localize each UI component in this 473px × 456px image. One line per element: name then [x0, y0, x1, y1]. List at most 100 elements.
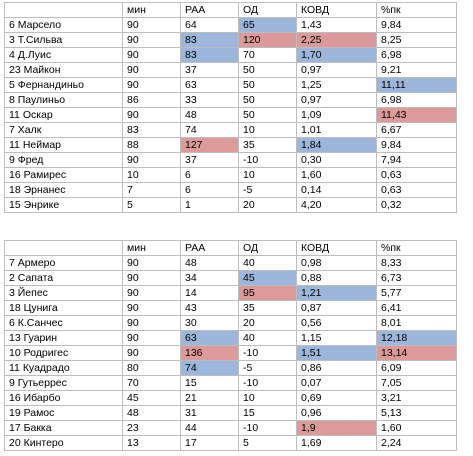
- table-row: 19 Рамос 48 31 15 0,96 5,13: [4, 405, 457, 421]
- raa-cell: 64: [180, 17, 239, 33]
- pk-cell: 0,63: [376, 167, 457, 183]
- od-cell: 70: [238, 47, 297, 63]
- pk-cell: 6,73: [376, 270, 457, 286]
- kovd-cell: 1,43: [296, 17, 377, 33]
- minutes-cell: 7: [122, 182, 181, 198]
- od-cell: 95: [238, 285, 297, 301]
- raa-cell: 74: [180, 122, 239, 138]
- pk-cell: 2,24: [376, 435, 457, 451]
- player-cell: 9 Гутьеррес: [4, 375, 123, 391]
- table-row: 23 Майкон 90 37 50 0,97 9,21: [4, 62, 457, 78]
- table-row: 8 Паулиньо 86 33 50 0,97 6,98: [4, 92, 457, 108]
- raa-cell: 15: [180, 375, 239, 391]
- player-cell: 13 Гуарин: [4, 330, 123, 346]
- minutes-cell: 80: [122, 360, 181, 376]
- column-header: РАА: [180, 240, 239, 256]
- kovd-cell: 1,60: [296, 167, 377, 183]
- pk-cell: 8,25: [376, 32, 457, 48]
- kovd-cell: 0,98: [296, 255, 377, 271]
- kovd-cell: 0,07: [296, 375, 377, 391]
- od-cell: -10: [238, 152, 297, 168]
- raa-cell: 6: [180, 182, 239, 198]
- table-header: мин РАА ОД КОВД %пк: [4, 2, 457, 18]
- kovd-cell: 1,21: [296, 285, 377, 301]
- player-cell: 19 Рамос: [4, 405, 123, 421]
- od-cell: 40: [238, 255, 297, 271]
- table-row: 7 Халк 83 74 10 1,01 6,67: [4, 122, 457, 138]
- player-cell: 16 Ибарбо: [4, 390, 123, 406]
- kovd-cell: 2,25: [296, 32, 377, 48]
- minutes-cell: 90: [122, 47, 181, 63]
- raa-cell: 136: [180, 345, 239, 361]
- player-cell: 11 Куадрадо: [4, 360, 123, 376]
- player-cell: 11 Оскар: [4, 107, 123, 123]
- header-row: мин РАА ОД КОВД %пк: [4, 2, 457, 18]
- minutes-cell: 45: [122, 390, 181, 406]
- kovd-cell: 1,51: [296, 345, 377, 361]
- od-cell: -10: [238, 375, 297, 391]
- raa-cell: 31: [180, 405, 239, 421]
- kovd-cell: 0,86: [296, 360, 377, 376]
- player-cell: 18 Цунига: [4, 300, 123, 316]
- column-header: КОВД: [296, 2, 377, 18]
- table-header: мин РАА ОД КОВД %пк: [4, 240, 457, 256]
- pk-cell: 1,60: [376, 420, 457, 436]
- kovd-cell: 0,87: [296, 300, 377, 316]
- raa-cell: 21: [180, 390, 239, 406]
- kovd-cell: 1,01: [296, 122, 377, 138]
- column-header: КОВД: [296, 240, 377, 256]
- od-cell: 10: [238, 390, 297, 406]
- kovd-cell: 0,14: [296, 182, 377, 198]
- raa-cell: 48: [180, 255, 239, 271]
- player-cell: 7 Халк: [4, 122, 123, 138]
- table-row: 3 Йепес 90 14 95 1,21 5,77: [4, 285, 457, 301]
- player-cell: 10 Родригес: [4, 345, 123, 361]
- column-header: мин: [122, 2, 181, 18]
- pk-cell: 12,18: [376, 330, 457, 346]
- column-header: РАА: [180, 2, 239, 18]
- table-row: 18 Цунига 90 43 35 0,87 6,41: [4, 300, 457, 316]
- pk-cell: 5,13: [376, 405, 457, 421]
- player-cell: 3 Т.Сильва: [4, 32, 123, 48]
- od-cell: 50: [238, 77, 297, 93]
- minutes-cell: 90: [122, 315, 181, 331]
- kovd-cell: 0,96: [296, 405, 377, 421]
- pk-cell: 8,01: [376, 315, 457, 331]
- raa-cell: 37: [180, 62, 239, 78]
- player-cell: 11 Неймар: [4, 137, 123, 153]
- minutes-cell: 90: [122, 255, 181, 271]
- od-cell: 10: [238, 167, 297, 183]
- table-row: 10 Родригес 90 136 -10 1,51 13,14: [4, 345, 457, 361]
- raa-cell: 33: [180, 92, 239, 108]
- raa-cell: 37: [180, 152, 239, 168]
- player-cell: 4 Д.Луис: [4, 47, 123, 63]
- table-row: 6 Марсело 90 64 65 1,43 9,84: [4, 17, 457, 33]
- minutes-cell: 88: [122, 137, 181, 153]
- table-row: 5 Фернандиньо 90 63 50 1,25 11,11: [4, 77, 457, 93]
- kovd-cell: 1,84: [296, 137, 377, 153]
- raa-cell: 48: [180, 107, 239, 123]
- minutes-cell: 90: [122, 32, 181, 48]
- table-body: 7 Армеро 90 48 40 0,98 8,33 2 Сапата 90 34 45 0,88…: [4, 255, 457, 451]
- pk-cell: 3,21: [376, 390, 457, 406]
- od-cell: 65: [238, 17, 297, 33]
- table-row: 6 К.Санчес 90 30 20 0,56 8,01: [4, 315, 457, 331]
- table-row: 9 Фред 90 37 -10 0,30 7,94: [4, 152, 457, 168]
- pk-cell: 0,63: [376, 182, 457, 198]
- kovd-cell: 1,15: [296, 330, 377, 346]
- table-row: 20 Кинтеро 13 17 5 1,69 2,24: [4, 435, 457, 451]
- column-header: [4, 2, 123, 18]
- od-cell: 120: [238, 32, 297, 48]
- minutes-cell: 90: [122, 345, 181, 361]
- od-cell: 50: [238, 92, 297, 108]
- minutes-cell: 83: [122, 122, 181, 138]
- minutes-cell: 10: [122, 167, 181, 183]
- pk-cell: 5,77: [376, 285, 457, 301]
- player-cell: 20 Кинтеро: [4, 435, 123, 451]
- od-cell: 5: [238, 435, 297, 451]
- table-row: 13 Гуарин 90 63 40 1,15 12,18: [4, 330, 457, 346]
- kovd-cell: 4,20: [296, 197, 377, 213]
- raa-cell: 14: [180, 285, 239, 301]
- player-cell: 3 Йепес: [4, 285, 123, 301]
- table-row: 17 Бакка 23 44 -10 1,9 1,60: [4, 420, 457, 436]
